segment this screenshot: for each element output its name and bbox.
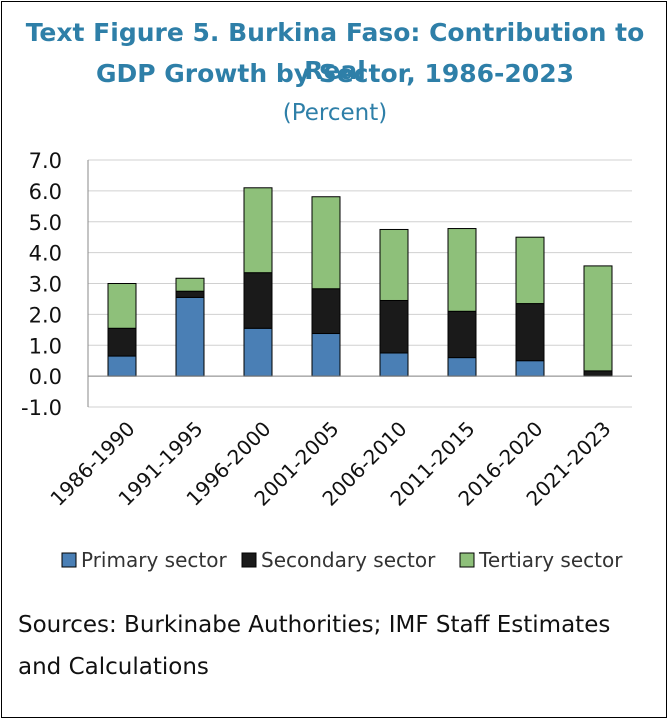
stacked-bar-chart: -1.0 0.0 1.0 2.0 3.0 4.0 5.0 6.0 7.0 1986-199019… bbox=[21, 149, 632, 572]
bar-primary-1996-2000 bbox=[243, 327, 273, 377]
y-tick-label: 6.0 bbox=[29, 180, 62, 204]
y-tick-label: 3.0 bbox=[29, 273, 62, 297]
bar-tertiary-2001-2005 bbox=[311, 196, 341, 290]
legend-swatch bbox=[61, 552, 77, 568]
chart-title-line-1: Text Figure 5. Burkina Faso: Contributio… bbox=[25, 18, 645, 85]
legend-label: Secondary sector bbox=[261, 548, 436, 572]
chart-title-line-2: GDP Growth by Sector, 1986-2023 bbox=[95, 59, 575, 88]
bar-primary-2011-2015 bbox=[447, 357, 477, 377]
axes bbox=[87, 160, 632, 407]
bar-secondary-2021-2023 bbox=[583, 370, 613, 377]
legend-label: Tertiary sector bbox=[478, 548, 623, 572]
bar-tertiary-1996-2000 bbox=[243, 187, 273, 274]
bar-secondary-2011-2015 bbox=[447, 310, 477, 359]
chart-subtitle: (Percent) bbox=[282, 100, 388, 126]
bar-tertiary-1991-1995 bbox=[175, 277, 205, 292]
x-tick-labels: 1986-19901991-19951996-20002001-20052006… bbox=[45, 417, 615, 511]
y-tick-label: 0.0 bbox=[29, 365, 62, 389]
y-tick-label: 4.0 bbox=[29, 242, 62, 266]
legend-swatch bbox=[241, 552, 257, 568]
bar-tertiary-2006-2010 bbox=[379, 228, 409, 301]
bar-secondary-2001-2005 bbox=[311, 288, 341, 335]
bar-tertiary-1986-1990 bbox=[107, 283, 137, 329]
y-tick-label: 2.0 bbox=[29, 303, 62, 327]
y-tick-label: 7.0 bbox=[29, 149, 62, 173]
y-tick-label: -1.0 bbox=[21, 396, 62, 420]
bar-tertiary-2011-2015 bbox=[447, 228, 477, 312]
bar-secondary-1991-1995 bbox=[175, 290, 205, 298]
bar-secondary-1996-2000 bbox=[243, 272, 273, 329]
bars bbox=[107, 187, 613, 377]
y-tick-label: 1.0 bbox=[29, 334, 62, 358]
legend-label: Primary sector bbox=[81, 548, 227, 572]
legend: Primary sector Secondary sector Tertiary s… bbox=[61, 548, 623, 572]
bar-primary-2006-2010 bbox=[379, 352, 409, 377]
legend-swatch bbox=[459, 552, 475, 568]
y-tick-label: 5.0 bbox=[29, 211, 62, 235]
bar-tertiary-2021-2023 bbox=[583, 265, 613, 372]
bar-primary-1991-1995 bbox=[175, 296, 205, 377]
bar-secondary-2006-2010 bbox=[379, 299, 409, 354]
bar-tertiary-2016-2020 bbox=[515, 236, 545, 305]
source-note: Sources: Burkinabe Authorities; IMF Staf… bbox=[18, 612, 611, 680]
bar-secondary-2016-2020 bbox=[515, 303, 545, 362]
gridlines bbox=[88, 159, 632, 408]
bar-secondary-1986-1990 bbox=[107, 327, 137, 357]
y-tick-labels: -1.0 0.0 1.0 2.0 3.0 4.0 5.0 6.0 7.0 bbox=[21, 149, 62, 420]
bar-primary-2016-2020 bbox=[515, 360, 545, 377]
bar-primary-1986-1990 bbox=[107, 355, 137, 377]
bar-primary-2001-2005 bbox=[311, 333, 341, 377]
